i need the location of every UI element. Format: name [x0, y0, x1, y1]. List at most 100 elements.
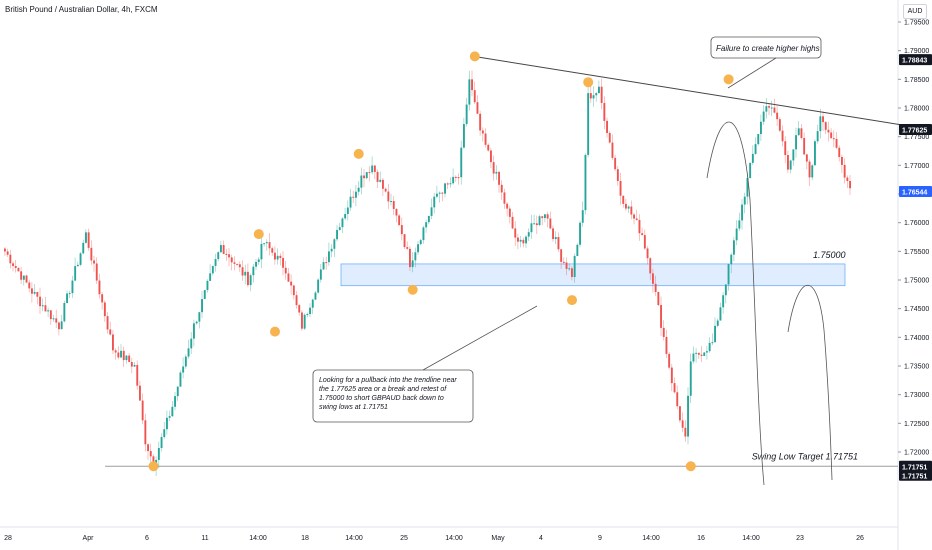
candle-body [179, 372, 182, 387]
candle-body [635, 218, 638, 220]
candle-body [422, 227, 425, 241]
candle-body [4, 248, 6, 252]
candle-body [670, 367, 673, 384]
candle-body [595, 93, 598, 96]
candle-body [679, 406, 681, 421]
candle-body [581, 210, 584, 223]
candle-body [765, 106, 768, 112]
y-tick-label: 1.75000 [904, 278, 929, 285]
candle-body [838, 147, 841, 157]
candle-body [600, 86, 603, 103]
candle-body [805, 154, 808, 162]
candle-body [757, 134, 760, 145]
candle-body [295, 295, 298, 306]
candle-body [576, 244, 579, 257]
candle-body [587, 93, 590, 155]
candle-body [716, 320, 719, 326]
candle-body [417, 244, 419, 253]
x-tick-label: 26 [856, 535, 864, 542]
candle-body [357, 187, 360, 192]
candle-body [203, 290, 206, 300]
pivot-marker [685, 461, 696, 472]
candle-body [676, 392, 679, 407]
candle-body [317, 279, 320, 293]
candle-body [589, 93, 592, 99]
x-tick-label: 14:00 [249, 535, 267, 542]
descending-trendline[interactable] [473, 55, 932, 131]
candle-body [303, 314, 306, 329]
candle-body [641, 233, 644, 236]
candle-body [292, 285, 295, 296]
candle-body [33, 292, 36, 294]
candle-body [106, 316, 109, 330]
candle-body [209, 273, 212, 281]
candle-body [390, 201, 392, 203]
candle-body [301, 312, 303, 329]
candle-body [436, 193, 438, 197]
candle-body [228, 254, 230, 258]
candle-body [360, 175, 363, 188]
candle-body [211, 265, 214, 274]
candle-body [368, 172, 371, 174]
candle-body [174, 396, 176, 407]
candle-body [236, 263, 239, 265]
price-label-box [899, 469, 932, 481]
candle-body [681, 420, 684, 428]
candle-body [500, 184, 503, 193]
y-tick-label: 1.77000 [904, 163, 929, 170]
candle-body [287, 273, 290, 282]
candle-body [20, 271, 23, 280]
candle-body [265, 242, 268, 244]
candle-body [74, 266, 77, 281]
candle-body [139, 385, 141, 401]
candle-body [309, 307, 311, 314]
projection-curve [706, 121, 765, 486]
candle-body [822, 116, 824, 123]
candle-body [616, 169, 619, 181]
resistance-support-zone[interactable] [340, 263, 846, 287]
pivot-marker [723, 74, 734, 85]
candle-body [611, 142, 614, 158]
candle-body [395, 208, 398, 216]
candle-body [530, 223, 533, 233]
candle-body [668, 353, 671, 368]
candle-body [687, 395, 689, 437]
candle-body [28, 282, 31, 289]
candle-body [225, 253, 228, 255]
candle-body [330, 248, 333, 252]
candle-body [606, 120, 608, 133]
candle-body [338, 227, 341, 230]
y-tick-label: 1.79500 [904, 20, 929, 27]
candle-body [109, 329, 112, 335]
candle-body [298, 305, 301, 313]
candle-body [789, 160, 792, 170]
candle-body [541, 216, 544, 219]
candle-body [741, 204, 743, 221]
candle-body [571, 268, 573, 278]
candle-body [249, 275, 252, 286]
candle-body [749, 162, 752, 179]
candle-body [684, 427, 687, 437]
candle-body [781, 130, 784, 142]
candle-body [427, 215, 430, 223]
currency-button[interactable]: AUD [903, 4, 927, 19]
candle-body [244, 271, 247, 276]
x-tick-label: 11 [201, 535, 208, 542]
pivot-marker [407, 284, 418, 295]
candle-body [419, 240, 422, 245]
candle-body [400, 225, 403, 235]
candle-body [746, 178, 749, 197]
candle-body [328, 251, 330, 263]
candle-body [614, 157, 617, 170]
candle-body [479, 113, 482, 131]
candle-body [463, 124, 465, 148]
candle-body [68, 293, 71, 295]
x-tick-label: Apr [83, 535, 95, 542]
candle-body [325, 262, 328, 264]
candle-body [392, 201, 395, 209]
candle-body [71, 280, 74, 294]
candle-body [31, 288, 33, 294]
candle-body [252, 266, 255, 276]
candle-body [336, 229, 338, 240]
